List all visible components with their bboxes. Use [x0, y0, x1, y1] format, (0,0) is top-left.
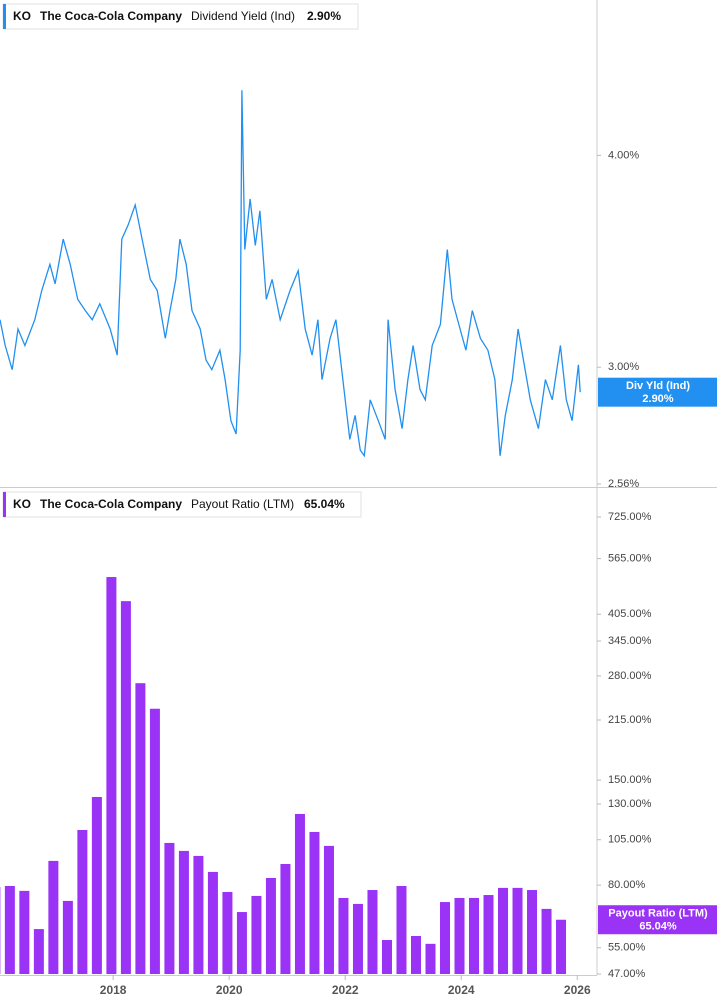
bar [4, 885, 15, 974]
metric: Dividend Yield (Ind) [191, 9, 295, 23]
header: KO The Coca-Cola Company Dividend Yield … [2, 3, 359, 30]
bar [77, 829, 88, 974]
bar [265, 877, 276, 974]
bar [251, 895, 262, 974]
current-tag [598, 377, 717, 407]
x-tick-label: 2018 [100, 983, 127, 997]
y-tick-label: 105.00% [608, 834, 652, 846]
bar [498, 887, 509, 974]
current-tag [598, 905, 717, 935]
bar [527, 890, 538, 974]
header-box [2, 3, 359, 30]
y-tick-label: 345.00% [608, 635, 652, 647]
bar [294, 813, 305, 974]
header-stripe [3, 492, 6, 517]
bar [439, 902, 450, 974]
bar [323, 845, 334, 974]
bar [367, 890, 378, 974]
bar [48, 860, 59, 974]
company: The Coca-Cola Company [40, 497, 182, 511]
y-tick-label: 280.00% [608, 670, 652, 682]
current-tag-value: 65.04% [639, 921, 677, 933]
bar [541, 908, 552, 974]
bar [352, 903, 363, 974]
y-tick-label: 55.00% [608, 942, 646, 954]
x-tick-label: 2024 [448, 983, 475, 997]
bar [469, 897, 480, 974]
bar [280, 863, 291, 974]
bar [396, 885, 407, 974]
x-tick-label: 2022 [332, 983, 359, 997]
bar [410, 936, 421, 974]
bar [33, 929, 44, 974]
bar [512, 887, 523, 974]
bar [135, 683, 146, 974]
bar [454, 897, 465, 974]
x-tick-label: 2026 [564, 983, 591, 997]
header-stripe [3, 4, 6, 29]
y-tick-label: 150.00% [608, 774, 652, 786]
y-tick-label: 80.00% [608, 879, 646, 891]
current-value: 65.04% [304, 497, 345, 511]
bar [164, 842, 175, 974]
bar [309, 831, 320, 974]
y-tick-label: 47.00% [608, 968, 646, 980]
bar [338, 897, 349, 974]
bar [236, 912, 247, 974]
y-tick-label: 565.00% [608, 553, 652, 565]
bar [149, 708, 160, 974]
y-tick-label: 725.00% [608, 511, 652, 523]
bar [62, 900, 73, 974]
y-tick-label: 405.00% [608, 608, 652, 620]
bar [91, 797, 102, 974]
bar [193, 855, 204, 974]
company: The Coca-Cola Company [40, 9, 182, 23]
header-box [2, 491, 362, 518]
y-tick-label: 3.00% [608, 361, 639, 373]
y-tick-label: 4.00% [608, 149, 639, 161]
x-tick-label: 2020 [216, 983, 243, 997]
bar [207, 871, 218, 974]
ticker: KO [13, 497, 31, 511]
metric: Payout Ratio (LTM) [191, 497, 294, 511]
current-tag-name: Payout Ratio (LTM) [608, 908, 708, 920]
y-tick-label: 2.56% [608, 478, 639, 490]
plot-area [0, 577, 567, 974]
bar [106, 577, 117, 974]
bar [222, 891, 233, 974]
current-tag-value: 2.90% [642, 393, 673, 405]
bar [19, 890, 30, 974]
plot-area [0, 90, 581, 458]
line [0, 90, 581, 458]
bar [120, 601, 131, 974]
bar [381, 940, 392, 974]
header: KO The Coca-Cola Company Payout Ratio (L… [2, 491, 362, 518]
bar [483, 895, 494, 974]
bar [178, 850, 189, 974]
current-tag-name: Div Yld (Ind) [626, 380, 690, 392]
bar [425, 943, 436, 974]
y-tick-label: 215.00% [608, 714, 652, 726]
y-tick-label: 130.00% [608, 798, 652, 810]
ticker: KO [13, 9, 31, 23]
bar [556, 919, 567, 974]
current-value: 2.90% [307, 9, 341, 23]
